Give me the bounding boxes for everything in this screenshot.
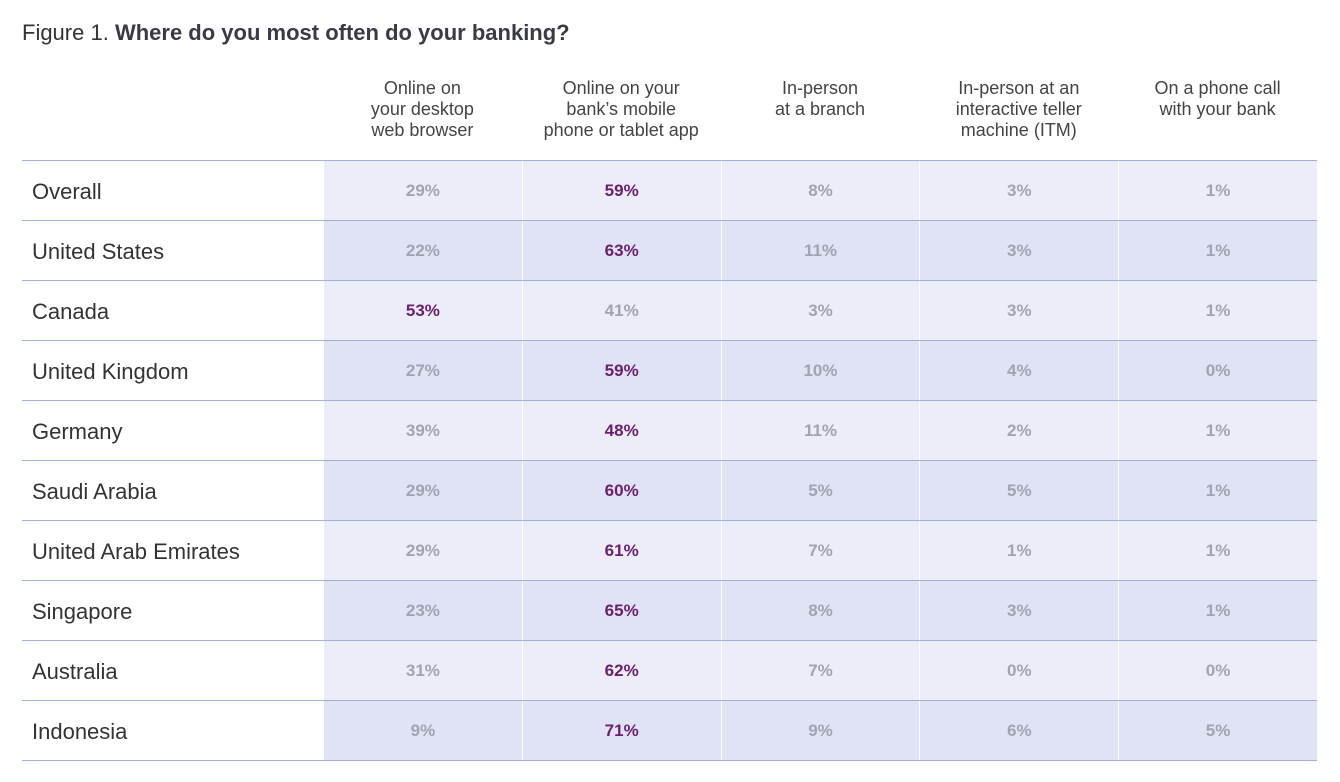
- column-header: Online on your bank’s mobile phone or tabl…: [522, 78, 721, 160]
- column-header: In-person at a branch: [721, 78, 920, 160]
- table-cell: 23%: [324, 581, 522, 640]
- table-cell: 6%: [920, 701, 1119, 760]
- table-cell: 39%: [324, 401, 522, 460]
- header-line: with your bank: [1159, 99, 1276, 119]
- table-cell: 1%: [1119, 221, 1317, 280]
- header-row: Online on your desktop web browser Online o…: [22, 78, 1317, 161]
- table-cell: 62%: [522, 641, 721, 700]
- table-cell: 1%: [1119, 521, 1317, 580]
- table-cell: 0%: [1119, 341, 1317, 400]
- row-label: Australia: [22, 641, 323, 700]
- row-label: Saudi Arabia: [22, 461, 323, 520]
- table-cell: 0%: [920, 641, 1119, 700]
- table-cell: 10%: [721, 341, 920, 400]
- table-cell: 5%: [920, 461, 1119, 520]
- row-label: Canada: [22, 281, 323, 340]
- table-cell: 0%: [1119, 641, 1317, 700]
- table-cell: 63%: [522, 221, 721, 280]
- row-label: United Arab Emirates: [22, 521, 323, 580]
- table-row: Singapore 23% 65% 8% 3% 1%: [22, 581, 1317, 641]
- header-line: interactive teller: [955, 99, 1082, 119]
- table-cell: 29%: [324, 521, 522, 580]
- table-cell: 1%: [1119, 581, 1317, 640]
- table-cell: 27%: [324, 341, 522, 400]
- column-header: On a phone call with your bank: [1118, 78, 1317, 160]
- header-line: bank’s mobile: [566, 99, 677, 119]
- table-cell: 1%: [1119, 281, 1317, 340]
- table-body: Overall 29% 59% 8% 3% 1% United States 22% 63% 11…: [22, 161, 1317, 761]
- column-header: In-person at an interactive teller machine…: [919, 78, 1118, 160]
- table: Online on your desktop web browser Online o…: [22, 78, 1317, 761]
- table-row: Australia 31% 62% 7% 0% 0%: [22, 641, 1317, 701]
- table-cell: 1%: [1119, 401, 1317, 460]
- table-cell: 9%: [721, 701, 920, 760]
- row-label: United States: [22, 221, 323, 280]
- header-line: In-person: [781, 78, 859, 98]
- table-row: Indonesia 9% 71% 9% 6% 5%: [22, 701, 1317, 761]
- table-cell: 8%: [721, 161, 920, 220]
- header-line: Online on your: [562, 78, 680, 98]
- header-line: phone or tablet app: [543, 120, 699, 140]
- table-cell: 22%: [324, 221, 522, 280]
- table-cell: 11%: [721, 221, 920, 280]
- header-line: at a branch: [774, 99, 866, 119]
- table-cell: 3%: [721, 281, 920, 340]
- table-cell: 1%: [1119, 461, 1317, 520]
- header-line: your desktop: [370, 99, 474, 119]
- table-cell: 7%: [721, 521, 920, 580]
- table-row: United Kingdom 27% 59% 10% 4% 0%: [22, 341, 1317, 401]
- figure-title: Figure 1. Where do you most often do you…: [22, 20, 570, 46]
- table-cell: 31%: [324, 641, 522, 700]
- figure-label: Figure 1.: [22, 20, 109, 45]
- header-line: web browser: [371, 120, 474, 140]
- table-cell: 8%: [721, 581, 920, 640]
- table-cell: 60%: [522, 461, 721, 520]
- table-cell: 5%: [1119, 701, 1317, 760]
- row-label: Indonesia: [22, 701, 323, 760]
- table-cell: 53%: [324, 281, 522, 340]
- table-cell: 71%: [522, 701, 721, 760]
- table-cell: 2%: [920, 401, 1119, 460]
- row-label: Singapore: [22, 581, 323, 640]
- table-cell: 4%: [920, 341, 1119, 400]
- table-cell: 61%: [522, 521, 721, 580]
- table-row: Saudi Arabia 29% 60% 5% 5% 1%: [22, 461, 1317, 521]
- table-row: Germany 39% 48% 11% 2% 1%: [22, 401, 1317, 461]
- table-cell: 9%: [324, 701, 522, 760]
- table-cell: 29%: [324, 461, 522, 520]
- header-line: machine (ITM): [960, 120, 1077, 140]
- table-cell: 1%: [920, 521, 1119, 580]
- header-line: On a phone call: [1154, 78, 1281, 98]
- header-line: Online on: [383, 78, 461, 98]
- table-cell: 59%: [522, 161, 721, 220]
- table-cell: 3%: [920, 221, 1119, 280]
- table-row: United Arab Emirates 29% 61% 7% 1% 1%: [22, 521, 1317, 581]
- table-row: Overall 29% 59% 8% 3% 1%: [22, 161, 1317, 221]
- header-blank: [22, 78, 323, 160]
- figure-question: Where do you most often do your banking?: [114, 20, 570, 45]
- table-cell: 3%: [920, 161, 1119, 220]
- table-cell: 65%: [522, 581, 721, 640]
- table-cell: 59%: [522, 341, 721, 400]
- row-label: United Kingdom: [22, 341, 323, 400]
- table-row: Canada 53% 41% 3% 3% 1%: [22, 281, 1317, 341]
- table-cell: 11%: [721, 401, 920, 460]
- row-label: Germany: [22, 401, 323, 460]
- table-cell: 41%: [522, 281, 721, 340]
- table-cell: 3%: [920, 581, 1119, 640]
- table-cell: 1%: [1119, 161, 1317, 220]
- table-cell: 7%: [721, 641, 920, 700]
- column-header: Online on your desktop web browser: [323, 78, 522, 160]
- table-cell: 29%: [324, 161, 522, 220]
- table-cell: 5%: [721, 461, 920, 520]
- table-cell: 3%: [920, 281, 1119, 340]
- table-row: United States 22% 63% 11% 3% 1%: [22, 221, 1317, 281]
- row-label: Overall: [22, 161, 323, 220]
- table-cell: 48%: [522, 401, 721, 460]
- header-line: In-person at an: [958, 78, 1080, 98]
